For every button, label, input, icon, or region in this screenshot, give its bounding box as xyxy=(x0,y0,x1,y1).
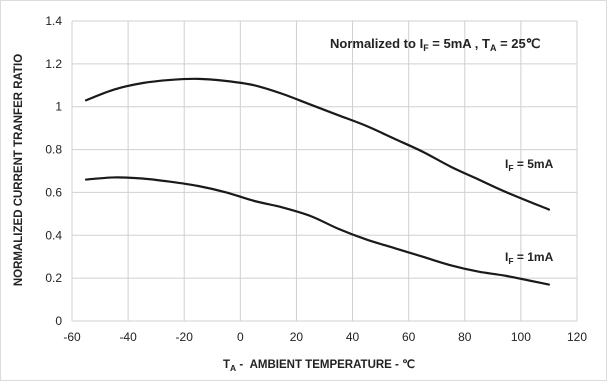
x-tick-label: 40 xyxy=(346,330,360,344)
x-tick-label: -20 xyxy=(176,330,194,344)
x-tick-label: 20 xyxy=(290,330,304,344)
y-tick-label: 0 xyxy=(55,314,62,328)
series-label-1ma: IF = 1mA xyxy=(505,250,554,266)
x-axis-title-suffix: - AMBIENT TEMPERATURE - ℃ xyxy=(236,358,415,371)
y-tick-label: 0.8 xyxy=(45,143,62,157)
x-tick-label: -40 xyxy=(119,330,137,344)
series-label-5ma: IF = 5mA xyxy=(505,157,554,173)
x-axis-title-prefix: T xyxy=(223,359,230,371)
annotation-sub1: F xyxy=(423,43,429,53)
x-tick-label: 100 xyxy=(511,330,531,344)
y-tick-label: 0.2 xyxy=(45,271,62,285)
x-tick-label: -60 xyxy=(63,330,81,344)
annotation-prefix: Normalized to I xyxy=(330,36,423,51)
y-tick-label: 1.2 xyxy=(45,57,62,71)
y-tick-label: 0.4 xyxy=(45,228,62,242)
x-tick-label: 120 xyxy=(567,330,587,344)
grid-layer xyxy=(71,20,578,322)
tick-label-layer: 0 0.2 0.4 0.6 0.8 1 1.2 1.4 -60 -40 -20 0 20 40 60 80 10… xyxy=(45,14,587,344)
series-layer xyxy=(84,77,551,286)
x-tick-label: 0 xyxy=(237,330,244,344)
series-label-5ma-sub: F xyxy=(508,163,513,173)
annotation-suffix: = 25℃ xyxy=(496,36,540,51)
series-label-1ma-suffix: = 1mA xyxy=(514,250,554,264)
annotation-sub2: A xyxy=(490,43,497,53)
series-label-1ma-sub: F xyxy=(508,256,513,266)
series-label-1ma-prefix: I xyxy=(505,250,508,264)
y-tick-label: 1.4 xyxy=(45,14,62,28)
y-tick-label: 0.6 xyxy=(45,185,62,199)
series-label-5ma-prefix: I xyxy=(505,157,508,171)
y-axis-title: NORMALIZED CURRENT TRANFER RATIO xyxy=(13,54,25,286)
series-label-5ma-suffix: = 5mA xyxy=(514,157,554,171)
series-line-if-1ma xyxy=(84,176,551,286)
x-axis-title: TA - AMBIENT TEMPERATURE - ℃ xyxy=(223,358,415,373)
annotation-mid: = 5mA , T xyxy=(429,36,490,51)
series-line-if-5ma xyxy=(84,77,551,211)
x-tick-label: 60 xyxy=(402,330,416,344)
x-tick-label: 80 xyxy=(458,330,472,344)
y-tick-label: 1 xyxy=(55,100,62,114)
normalization-annotation: Normalized to IF = 5mA , TA = 25℃ xyxy=(330,36,540,53)
x-axis-title-sub: A xyxy=(230,363,236,373)
